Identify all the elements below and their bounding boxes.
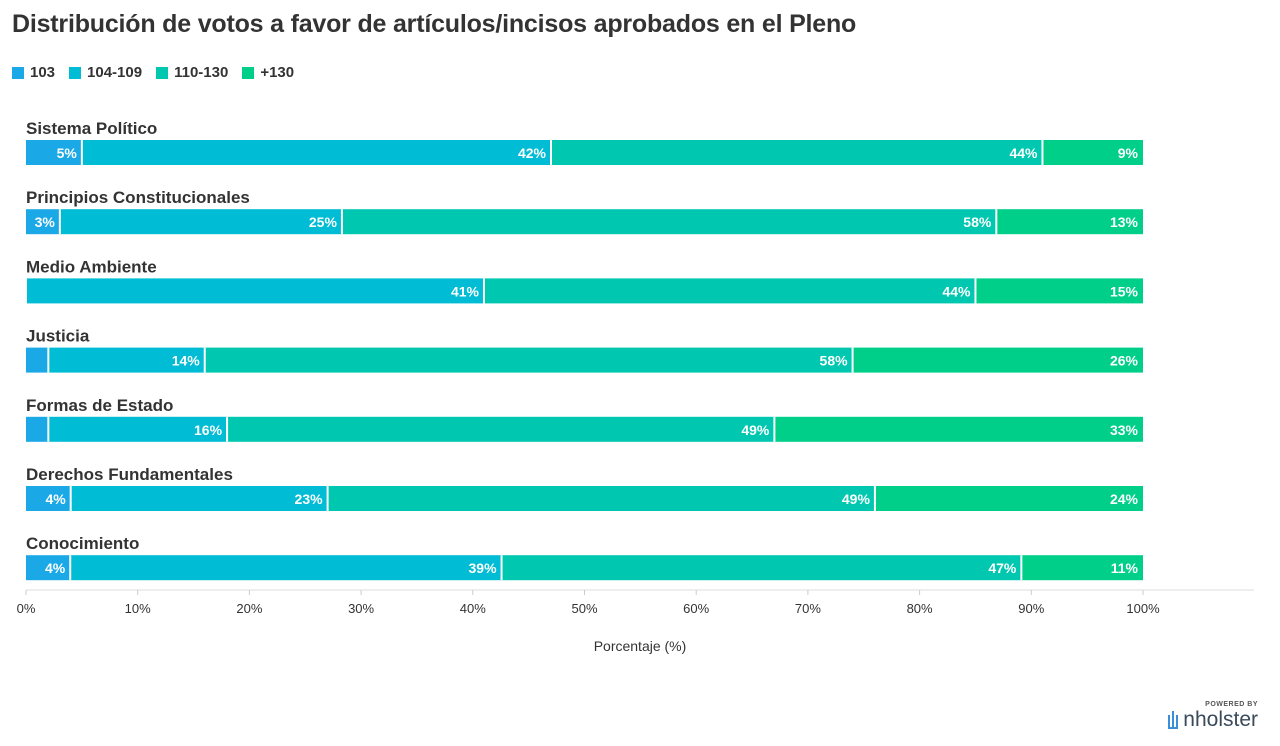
data-label: 15% xyxy=(1110,283,1139,299)
data-label: 9% xyxy=(1118,145,1139,161)
bar-segment xyxy=(48,416,228,442)
data-label: 47% xyxy=(988,560,1017,576)
data-label: 11% xyxy=(1111,560,1139,576)
data-label: 58% xyxy=(820,353,849,369)
bar-segment xyxy=(70,486,328,511)
bar-segment xyxy=(48,347,205,373)
data-label: 33% xyxy=(1110,422,1139,438)
data-label: 24% xyxy=(1110,491,1139,507)
bar-segment xyxy=(774,416,1143,442)
bar-segment xyxy=(26,347,49,373)
category-label: Medio Ambiente xyxy=(26,257,157,276)
data-label: 5% xyxy=(57,145,78,161)
data-label: 25% xyxy=(309,214,338,230)
x-tick-label: 20% xyxy=(236,601,262,616)
x-tick-label: 70% xyxy=(795,601,821,616)
bar-segment xyxy=(501,555,1022,581)
bar-segment xyxy=(341,209,997,235)
bar-segment xyxy=(975,278,1143,304)
data-label: 49% xyxy=(842,491,871,507)
powered-by-label: POWERED BY xyxy=(1205,701,1258,708)
bar-segment xyxy=(26,486,71,511)
bar-segment xyxy=(996,209,1143,235)
x-tick-label: 50% xyxy=(571,601,597,616)
unholster-logo-icon xyxy=(1168,711,1179,729)
footer: POWERED BY nholster xyxy=(1167,701,1258,732)
bar-segment xyxy=(204,347,853,373)
legend-item-103[interactable]: 103 xyxy=(12,64,55,81)
bar-segment xyxy=(26,416,49,442)
category-label: Sistema Político xyxy=(26,119,157,138)
x-tick-label: 40% xyxy=(460,601,486,616)
bar-segment xyxy=(59,209,342,235)
category-label: Principios Constitucionales xyxy=(26,188,250,207)
data-label: 4% xyxy=(45,491,66,507)
brand-logo: nholster xyxy=(1167,708,1258,732)
x-tick-label: 0% xyxy=(17,601,36,616)
data-label: 44% xyxy=(942,283,971,299)
legend-label: +130 xyxy=(260,64,295,81)
data-label: 16% xyxy=(194,422,223,438)
legend-swatch xyxy=(242,66,255,79)
bar-segment xyxy=(227,416,775,442)
legend: 103 104-109 110-130 +130 xyxy=(12,64,294,81)
bar-segment xyxy=(327,486,875,511)
x-tick-label: 60% xyxy=(683,601,709,616)
data-label: 58% xyxy=(963,214,992,230)
x-axis-title: Porcentaje (%) xyxy=(594,638,687,654)
legend-label: 104-109 xyxy=(87,64,143,81)
data-label: 4% xyxy=(45,560,66,576)
bar-segment xyxy=(1021,555,1143,581)
legend-swatch xyxy=(69,66,82,79)
category-label: Formas de Estado xyxy=(26,396,173,415)
data-label: 26% xyxy=(1110,353,1139,369)
data-label: 3% xyxy=(35,214,56,230)
legend-label: 103 xyxy=(30,64,56,81)
data-label: 41% xyxy=(451,283,480,299)
data-label: 49% xyxy=(741,422,770,438)
x-tick-label: 80% xyxy=(907,601,933,616)
data-label: 13% xyxy=(1110,214,1139,230)
bar-segment xyxy=(852,347,1143,373)
category-label: Conocimiento xyxy=(26,534,139,553)
legend-item-104-109[interactable]: 104-109 xyxy=(69,64,142,81)
legend-item-130-plus[interactable]: +130 xyxy=(242,64,294,81)
x-tick-label: 30% xyxy=(348,601,374,616)
data-label: 44% xyxy=(1009,145,1038,161)
bar-segment xyxy=(483,278,976,304)
category-label: Derechos Fundamentales xyxy=(26,465,233,484)
data-label: 23% xyxy=(295,491,324,507)
data-label: 42% xyxy=(518,145,547,161)
x-tick-label: 100% xyxy=(1126,601,1160,616)
bar-segment xyxy=(1042,140,1143,165)
data-label: 39% xyxy=(469,560,498,576)
legend-swatch xyxy=(12,66,24,79)
brand-name: nholster xyxy=(1183,708,1258,731)
legend-swatch xyxy=(156,66,169,79)
bar-segment xyxy=(26,278,484,304)
x-tick-label: 10% xyxy=(125,601,151,616)
chart-title: Distribución de votos a favor de artícul… xyxy=(12,10,857,38)
x-tick-label: 90% xyxy=(1018,601,1044,616)
category-label: Justicia xyxy=(26,327,90,346)
bar-segment xyxy=(70,555,502,581)
legend-label: 110-130 xyxy=(174,64,229,81)
bar-segment xyxy=(550,140,1043,165)
bar-segment xyxy=(26,209,60,235)
bar-segment xyxy=(26,140,82,165)
bar-segment xyxy=(26,555,71,581)
legend-item-110-130[interactable]: 110-130 xyxy=(156,64,228,81)
data-label: 14% xyxy=(172,353,201,369)
bar-segment xyxy=(81,140,551,165)
bar-segment xyxy=(874,486,1143,511)
